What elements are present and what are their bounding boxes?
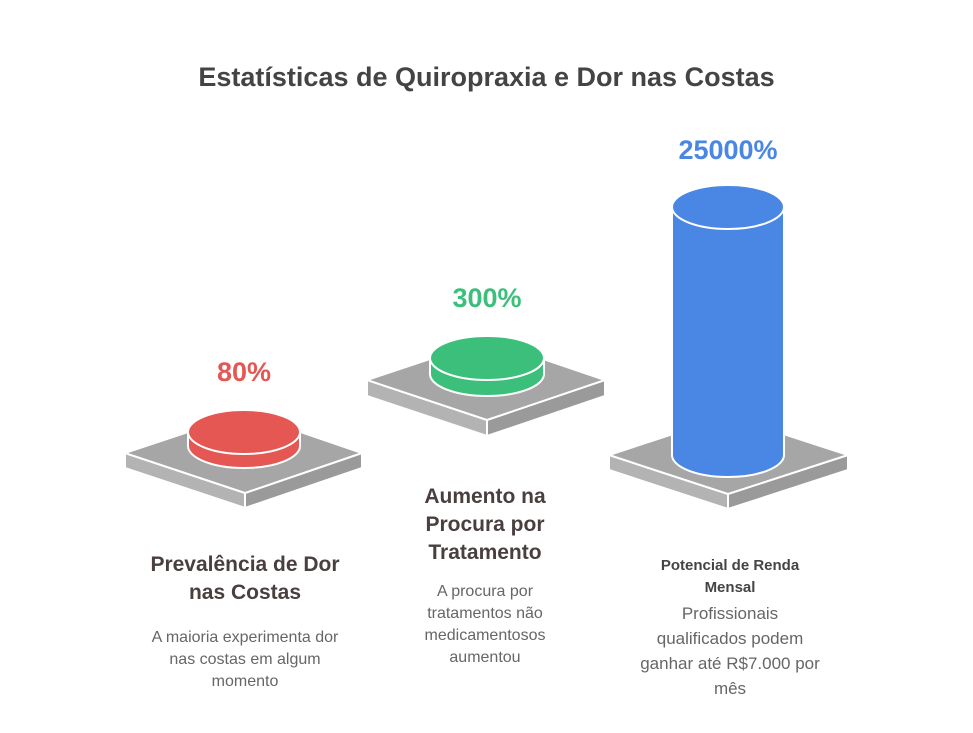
value-prevalence: 80% xyxy=(216,357,272,387)
heading-prevalence: Prevalência de Dor nas Costas xyxy=(150,553,340,604)
green-disk xyxy=(429,335,545,397)
description-income: Profissionais qualificados podem ganhar … xyxy=(640,604,820,698)
value-income: 25000% xyxy=(678,135,778,165)
heading-demand: Aumento na Procura por Tratamento xyxy=(424,485,546,564)
blue-cylinder xyxy=(671,184,785,478)
red-disk xyxy=(187,409,301,469)
value-demand: 300% xyxy=(452,283,522,313)
page-title: Estatísticas de Quiropraxia e Dor nas Co… xyxy=(198,62,775,92)
description-prevalence: A maioria experimenta dor nas costas em … xyxy=(151,629,339,690)
description-demand: A procura por tratamentos não medicament… xyxy=(424,583,546,666)
heading-income: Potencial de Renda Mensal xyxy=(660,557,800,596)
